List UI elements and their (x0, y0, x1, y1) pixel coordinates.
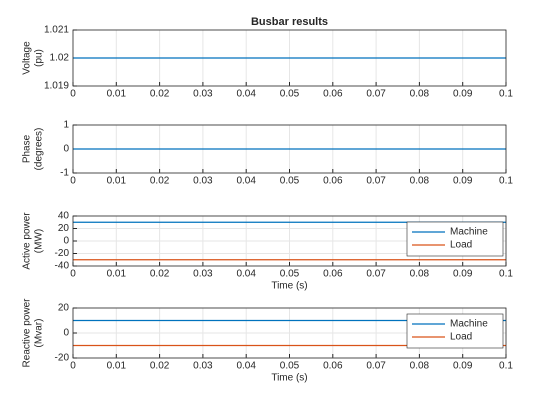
x-tick-label: 0.08 (410, 89, 430, 100)
x-tick-label: 0.09 (453, 361, 473, 372)
y-axis-label: Voltage (pu) (22, 41, 45, 75)
x-tick-label: 0.02 (150, 269, 170, 280)
x-tick-label: 0.08 (410, 176, 430, 187)
y-axis-label-line: Active power (22, 212, 33, 270)
y-tick-label: 1 (63, 120, 69, 131)
legend-box (406, 313, 504, 349)
x-tick-label: 0.03 (193, 89, 213, 100)
y-tick-label: 40 (58, 211, 70, 222)
x-axis-label: Time (s) (271, 281, 307, 292)
axes-box (72, 124, 507, 174)
y-axis-label: Phase (degrees) (22, 128, 45, 171)
x-tick-label: 0.1 (499, 176, 513, 187)
y-axis-label: Active power (MW) (22, 212, 45, 270)
x-tick-label: 0.01 (107, 269, 127, 280)
y-tick-label: 0 (63, 144, 69, 155)
x-tick-label: 0.08 (410, 361, 430, 372)
legend-box (406, 221, 504, 257)
x-tick-label: 0.03 (193, 176, 213, 187)
y-axis-label-line: (pu) (34, 49, 45, 67)
x-tick-label: 0.05 (280, 176, 300, 187)
y-tick-label: 20 (58, 223, 70, 234)
y-axis-label-line: (degrees) (34, 128, 45, 171)
x-tick-label: 0.05 (280, 89, 300, 100)
x-tick-label: 0.07 (366, 269, 386, 280)
y-tick-label: -40 (55, 261, 70, 272)
y-tick-label: -20 (55, 353, 70, 364)
x-tick-label: 0.06 (323, 269, 343, 280)
y-axis-label-line: (Mvar) (34, 319, 45, 348)
y-axis-label-line: Reactive power (22, 298, 33, 368)
x-tick-label: 0 (70, 176, 76, 187)
x-tick-label: 0.07 (366, 361, 386, 372)
x-tick-label: 0.09 (453, 269, 473, 280)
legend-label: Machine (450, 319, 488, 330)
y-tick-label: 1.021 (44, 25, 69, 36)
x-tick-label: 0.01 (107, 361, 127, 372)
x-tick-label: 0.06 (323, 176, 343, 187)
axes-box (72, 215, 507, 267)
x-tick-label: 0.1 (499, 361, 513, 372)
x-tick-label: 0.05 (280, 269, 300, 280)
axes-box (72, 307, 507, 359)
axes-box (72, 29, 507, 87)
y-tick-label: 1.02 (50, 53, 70, 64)
y-axis-label-line: Voltage (22, 41, 33, 75)
legend-label: Load (450, 332, 472, 343)
x-tick-label: 0.07 (366, 176, 386, 187)
x-tick-label: 0.06 (323, 89, 343, 100)
x-tick-label: 0.09 (453, 176, 473, 187)
x-tick-label: 0.04 (236, 269, 256, 280)
x-tick-label: 0.1 (499, 89, 513, 100)
x-axis-label: Time (s) (271, 373, 307, 384)
y-tick-label: 20 (58, 303, 70, 314)
y-axis-label-line: (MW) (34, 229, 45, 253)
y-axis-label: Reactive power (Mvar) (22, 298, 45, 368)
x-tick-label: 0 (70, 361, 76, 372)
x-tick-label: 0.04 (236, 361, 256, 372)
x-tick-label: 0.03 (193, 361, 213, 372)
y-tick-label: -1 (60, 168, 69, 179)
legend-label: Machine (450, 227, 488, 238)
y-tick-label: -20 (55, 248, 70, 259)
x-tick-label: 0.02 (150, 176, 170, 187)
x-tick-label: 0.02 (150, 89, 170, 100)
x-tick-label: 0.09 (453, 89, 473, 100)
legend-label: Load (450, 240, 472, 251)
y-axis-label-line: Phase (22, 134, 33, 163)
y-tick-label: 1.019 (44, 81, 69, 92)
x-tick-label: 0.04 (236, 89, 256, 100)
x-tick-label: 0.02 (150, 361, 170, 372)
x-tick-label: 0.01 (107, 89, 127, 100)
x-tick-label: 0.03 (193, 269, 213, 280)
x-tick-label: 0 (70, 269, 76, 280)
chart-title: Busbar results (251, 16, 328, 28)
x-tick-label: 0.08 (410, 269, 430, 280)
y-tick-label: 0 (63, 236, 69, 247)
x-tick-label: 0.07 (366, 89, 386, 100)
x-tick-label: 0.04 (236, 176, 256, 187)
y-tick-label: 0 (63, 328, 69, 339)
x-tick-label: 0.01 (107, 176, 127, 187)
x-tick-label: 0 (70, 89, 76, 100)
x-tick-label: 0.05 (280, 361, 300, 372)
x-tick-label: 0.1 (499, 269, 513, 280)
x-tick-label: 0.06 (323, 361, 343, 372)
